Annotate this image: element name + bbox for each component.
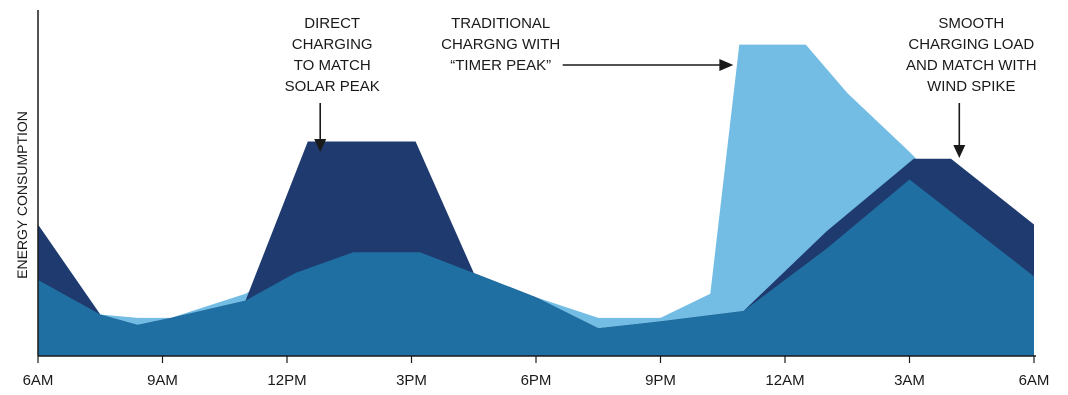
annotation-text-line: TO MATCH bbox=[294, 57, 371, 74]
annotation-text-line: SMOOTH bbox=[938, 15, 1004, 32]
x-tick-label: 6AM bbox=[23, 372, 54, 389]
annotation-text-line: CHARGING LOAD bbox=[908, 36, 1034, 53]
annotation-text-line: WIND SPIKE bbox=[927, 78, 1015, 95]
x-tick-label: 12AM bbox=[765, 372, 804, 389]
x-tick-label: 9PM bbox=[645, 372, 676, 389]
x-tick-label: 3PM bbox=[396, 372, 427, 389]
annotation-arrowhead bbox=[953, 145, 966, 158]
annotation-text-line: AND MATCH WITH bbox=[906, 57, 1037, 74]
x-tick-label: 6AM bbox=[1019, 372, 1050, 389]
annotations-group: DIRECT CHARGING TO MATCH SOLAR PEAK TRADITIO… bbox=[285, 15, 1037, 158]
x-tick-label: 9AM bbox=[147, 372, 178, 389]
annotation-text-line: “TIMER PEAK” bbox=[450, 57, 551, 74]
annotation-text-line: SOLAR PEAK bbox=[285, 78, 380, 95]
annotation-2: TRADITIONAL CHARGNG WITH “TIMER PEAK” bbox=[441, 15, 734, 74]
annotation-arrowhead bbox=[719, 59, 734, 71]
x-tick-label: 6PM bbox=[521, 372, 552, 389]
area-series-3 bbox=[38, 179, 1034, 356]
annotation-text-line: TRADITIONAL bbox=[451, 15, 550, 32]
axes-group: 6AM 9AM 12PM 3PM 6PM 9PM 12AM 3AM 6AM bbox=[23, 10, 1050, 389]
annotation-text-line: DIRECT bbox=[304, 15, 360, 32]
annotation-arrowhead bbox=[314, 139, 327, 152]
annotation-text-line: CHARGNG WITH bbox=[441, 36, 560, 53]
annotation-text-line: CHARGING bbox=[292, 36, 373, 53]
annotation-3: SMOOTH CHARGING LOAD AND MATCH WITH WIND SP… bbox=[906, 15, 1037, 158]
annotation-1: DIRECT CHARGING TO MATCH SOLAR PEAK bbox=[285, 15, 380, 152]
x-tick-label: 12PM bbox=[267, 372, 306, 389]
y-axis-label: ENERGY CONSUMPTION bbox=[14, 111, 30, 279]
x-tick-label: 3AM bbox=[894, 372, 925, 389]
area-series-group bbox=[38, 44, 1034, 356]
